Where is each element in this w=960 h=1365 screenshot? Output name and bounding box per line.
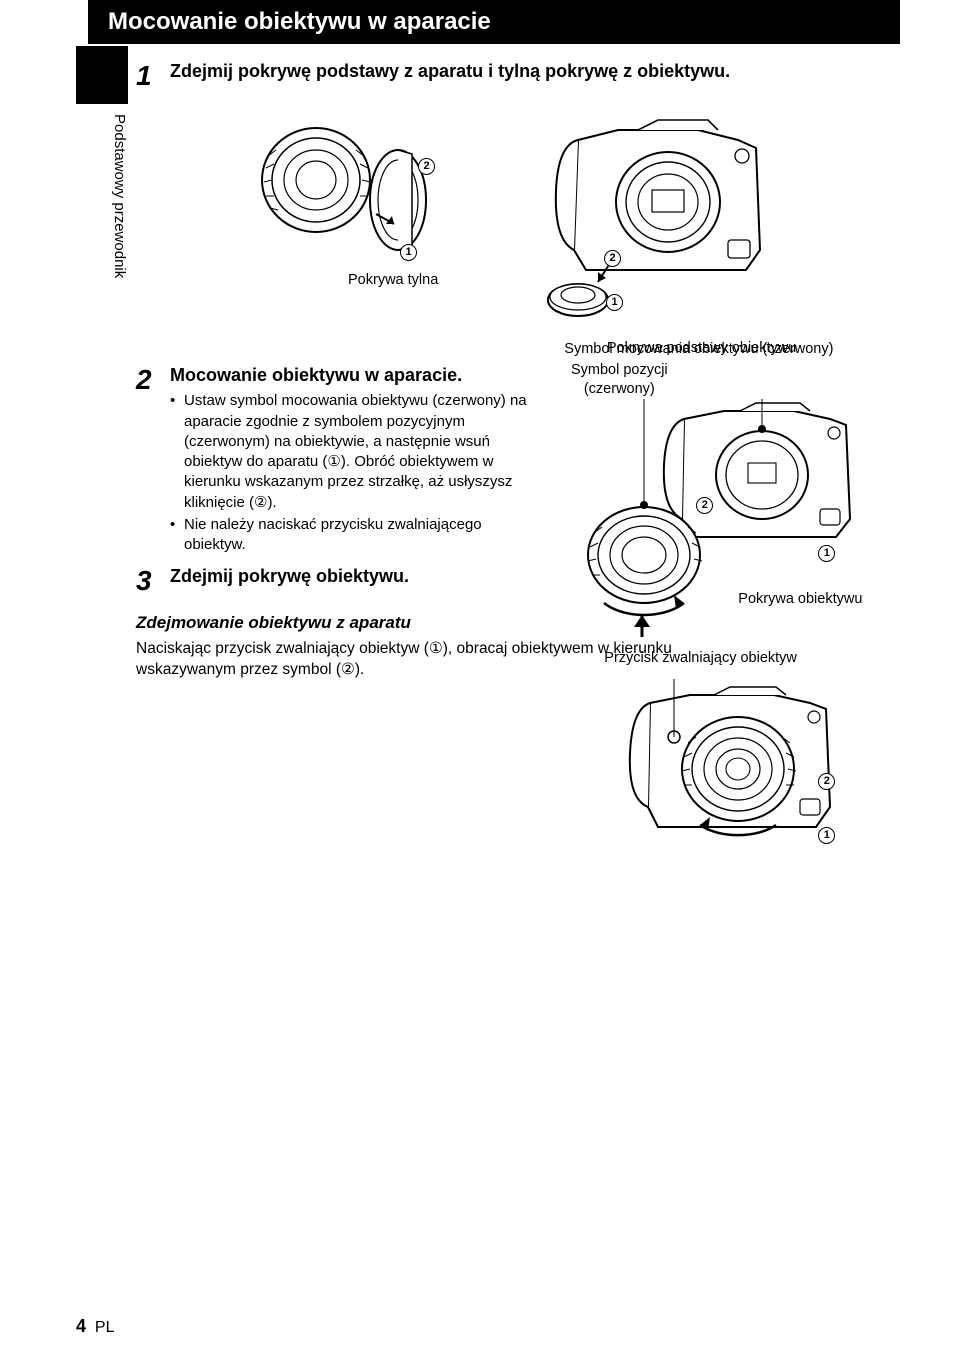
step-number: 2 xyxy=(136,364,170,394)
figure-lens-rear-cap: 2 1 Pokrywa tylna xyxy=(248,120,478,300)
release-button-label: Przycisk zwalniający obiektyw xyxy=(604,649,900,668)
figure-camera-attach-lens: 2 1 Pokrywa obiektywu xyxy=(564,405,864,645)
figure-camera-body-cap: 2 1 xyxy=(508,120,788,320)
lens-cap-label: Pokrywa obiektywu xyxy=(738,591,878,607)
page-title-bar: Mocowanie obiektywu w aparacie xyxy=(88,0,900,44)
main-column: 1 Zdejmij pokrywę podstawy z aparatu i t… xyxy=(136,46,900,887)
circled-2b: 2 xyxy=(604,250,621,267)
step-body: Zdejmij pokrywę obiektywu. xyxy=(170,565,546,592)
step-bullets: Ustaw symbol mocowania obiektywu (czerwo… xyxy=(170,391,546,555)
align-mark-label: Symbol pozycji (czerwony) xyxy=(564,361,674,399)
camera-body-icon xyxy=(508,120,788,320)
step-heading: Mocowanie obiektywu w aparacie. xyxy=(170,364,546,387)
circled-1: 1 xyxy=(400,244,417,261)
content-wrap: Podstawowy przewodnik 1 Zdejmij pokrywę … xyxy=(76,46,900,887)
step-2: 2 Mocowanie obiektywu w aparacie. Ustaw … xyxy=(136,364,546,557)
bullet: Ustaw symbol mocowania obiektywu (czerwo… xyxy=(170,391,546,513)
two-column-row: Pokrywa podstawy obiektywu 2 Mocowanie o… xyxy=(136,340,900,887)
step-body: Zdejmij pokrywę podstawy z aparatu i tyl… xyxy=(170,60,900,87)
page-number: 4 PL xyxy=(76,1316,114,1337)
page-number-value: 4 xyxy=(76,1316,86,1336)
step-number: 3 xyxy=(136,565,170,595)
manual-page: Mocowanie obiektywu w aparacie Podstawow… xyxy=(0,0,960,1365)
side-tab-block xyxy=(76,46,128,104)
rear-cap-caption: Pokrywa tylna xyxy=(348,272,438,288)
step-number: 1 xyxy=(136,60,170,90)
step-heading: Zdejmij pokrywę obiektywu. xyxy=(170,565,546,588)
circled-2: 2 xyxy=(418,158,435,175)
right-figures: Symbol mocowania obiektywu (czerwony) Sy… xyxy=(564,340,900,887)
bullet: Nie należy naciskać przycisku zwalniając… xyxy=(170,515,546,556)
page-title: Mocowanie obiektywu w aparacie xyxy=(108,8,491,35)
step-1: 1 Zdejmij pokrywę podstawy z aparatu i t… xyxy=(136,60,900,90)
camera-attach-icon xyxy=(564,405,864,645)
attach-mark-label: Symbol mocowania obiektywu (czerwony) xyxy=(564,340,900,359)
step-body: Mocowanie obiektywu w aparacie. Ustaw sy… xyxy=(170,364,546,557)
removal-subhead: Zdejmowanie obiektywu z aparatu xyxy=(136,613,546,633)
circled-1c: 1 xyxy=(818,545,835,562)
left-steps: Pokrywa podstawy obiektywu 2 Mocowanie o… xyxy=(136,340,546,887)
step-heading: Zdejmij pokrywę podstawy z aparatu i tyl… xyxy=(170,60,900,83)
camera-remove-icon xyxy=(604,687,854,887)
circled-1b: 1 xyxy=(606,294,623,311)
figure-camera-remove-lens: 2 1 xyxy=(604,687,854,887)
page-lang: PL xyxy=(95,1319,115,1336)
side-tab: Podstawowy przewodnik xyxy=(76,46,128,278)
circled-2c: 2 xyxy=(696,497,713,514)
step-3: 3 Zdejmij pokrywę obiektywu. xyxy=(136,565,546,595)
side-tab-label: Podstawowy przewodnik xyxy=(76,104,128,278)
figure-row-1: 2 1 Pokrywa tylna xyxy=(136,120,900,320)
